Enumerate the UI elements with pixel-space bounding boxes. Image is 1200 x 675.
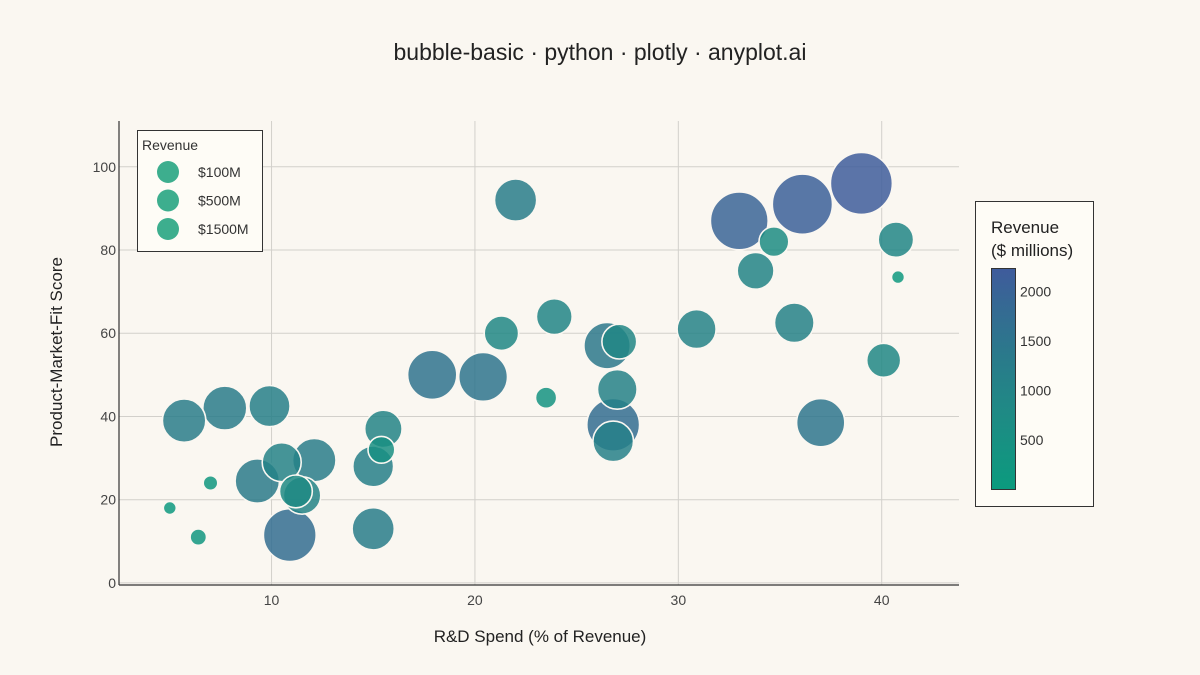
size-legend: Revenue $100M $500M $1500M [137, 130, 263, 252]
colorbar-title-line-2: ($ millions) [991, 241, 1073, 260]
bubble-point [202, 385, 248, 431]
x-tick-label: 30 [671, 592, 687, 608]
bubble-point [709, 191, 769, 251]
bubble-point [601, 323, 638, 360]
bubble-point [877, 221, 915, 259]
y-tick-label: 60 [100, 325, 116, 341]
legend-marker [157, 161, 179, 183]
bubble-point [262, 507, 317, 563]
bubble-point [534, 386, 558, 410]
x-tick-label: 20 [467, 592, 483, 608]
bubble-point [773, 302, 815, 344]
y-tick-label: 100 [93, 159, 117, 175]
bubble-point [676, 308, 717, 350]
colorbar: Revenue ($ millions) 2000 1500 1000 500 [975, 201, 1094, 507]
bubble-point [795, 397, 846, 448]
y-tick-label: 40 [100, 408, 116, 424]
x-tick-label: 10 [264, 592, 280, 608]
legend-entry-label: $500M [198, 193, 241, 209]
y-tick-label: 80 [100, 242, 116, 258]
bubble-point [351, 506, 396, 551]
legend-marker [157, 189, 179, 212]
bubble-point [189, 528, 208, 547]
y-tick-label: 20 [100, 492, 116, 508]
colorbar-gradient [991, 268, 1016, 490]
bubble-point [535, 297, 573, 336]
x-axis-title: R&D Spend (% of Revenue) [434, 627, 647, 646]
bubble-point [406, 349, 458, 401]
bubble-point [161, 398, 207, 444]
colorbar-tick-label: 500 [1020, 432, 1044, 448]
y-axis-title: Product-Market-Fit Score [47, 257, 66, 447]
bubble-point [829, 151, 894, 216]
bubble-point [771, 173, 834, 236]
legend-entry-label: $100M [198, 164, 241, 180]
size-legend-title: Revenue [142, 137, 198, 153]
colorbar-tick-label: 1000 [1020, 382, 1051, 398]
colorbar-title-line-1: Revenue [991, 218, 1059, 237]
bubble-point [162, 500, 178, 516]
bubble-point [483, 315, 520, 352]
legend-marker [157, 218, 179, 240]
bubble-point [758, 226, 790, 258]
bubble-point [493, 178, 538, 223]
bubble-point [248, 384, 291, 428]
bubble-point [278, 474, 314, 509]
bubble-series [161, 151, 915, 563]
bubble-point [736, 251, 775, 290]
bubble-point [592, 420, 635, 463]
bubble-point [367, 435, 396, 464]
bubble-point [596, 368, 638, 411]
bubble-point [890, 269, 906, 285]
colorbar-tick-label: 1500 [1020, 333, 1051, 349]
chart-title: bubble-basic · python · plotly · anyplot… [394, 39, 807, 65]
y-tick-labels: 0 20 40 60 80 100 [93, 159, 117, 591]
bubble-point [457, 351, 509, 403]
legend-entry-label: $1500M [198, 221, 249, 237]
axes [118, 121, 959, 586]
y-tick-label: 0 [108, 575, 116, 591]
x-tick-label: 40 [874, 592, 890, 608]
bubble-point [202, 474, 219, 492]
bubble-point [865, 342, 902, 379]
colorbar-tick-label: 2000 [1020, 283, 1051, 299]
x-tick-labels: 10 20 30 40 [264, 592, 890, 608]
